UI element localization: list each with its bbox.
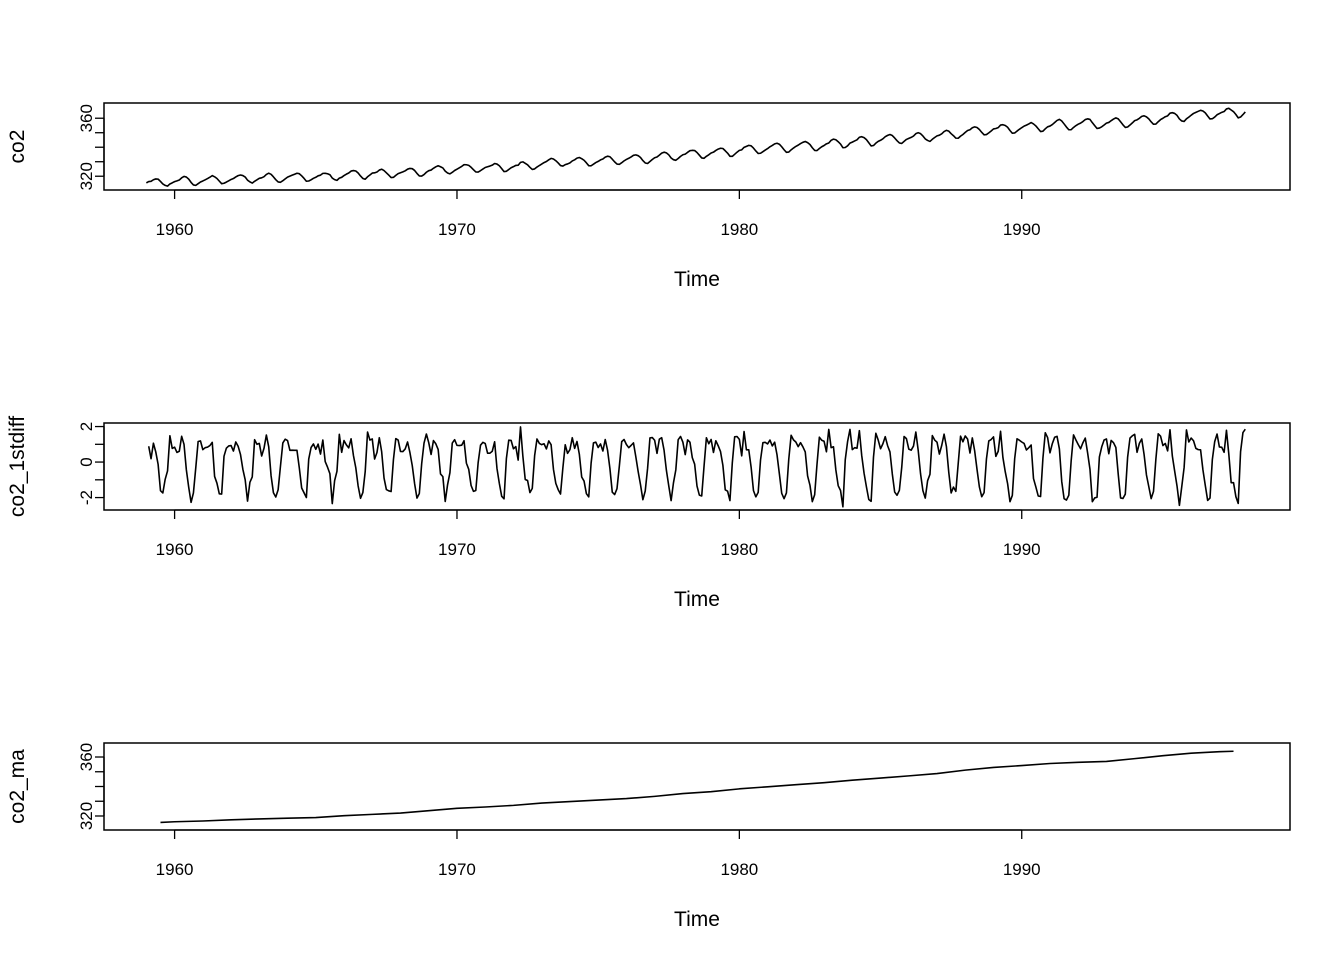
chart-panel-2: 1960 1970 1980 1990 -2 0 2 Time co2_1stdiff xyxy=(6,416,1291,611)
x-tick-label: 1990 xyxy=(1003,220,1041,239)
y-axis-title: co2_ma xyxy=(6,749,29,824)
y-tick-label: -2 xyxy=(77,490,96,505)
x-axis-title: Time xyxy=(674,908,720,931)
series-line-1 xyxy=(160,750,1234,824)
x-tick-label: 1960 xyxy=(156,220,194,239)
x-tick-label: 1980 xyxy=(720,860,758,879)
y-axis-title: co2 xyxy=(6,130,29,164)
plot-frame xyxy=(103,422,1291,511)
x-tick-label: 1990 xyxy=(1003,860,1041,879)
x-axis-title: Time xyxy=(674,588,720,611)
y-tick-label: 2 xyxy=(77,422,96,431)
x-tick-label: 1970 xyxy=(438,220,476,239)
x-tick-label: 1970 xyxy=(438,540,476,559)
y-axis-title: co2_1stdiff xyxy=(6,416,29,517)
y-tick-label: 320 xyxy=(77,162,96,190)
x-axis-title: Time xyxy=(674,268,720,291)
plot-frame xyxy=(103,102,1291,191)
plot-frame xyxy=(103,742,1291,831)
series-line-1 xyxy=(147,426,1246,508)
x-tick-label: 1980 xyxy=(720,220,758,239)
chart-panel-1: 1960 1970 1980 1990 320 360 Time co2 xyxy=(6,102,1291,291)
y-tick-label: 360 xyxy=(77,743,96,771)
chart-panel-3: 1960 1970 1980 1990 320 360 Time co2_ma xyxy=(6,742,1291,931)
y-tick-label: 360 xyxy=(77,104,96,132)
x-tick-label: 1990 xyxy=(1003,540,1041,559)
series-line-1 xyxy=(145,107,1246,187)
x-tick-label: 1980 xyxy=(720,540,758,559)
x-tick-label: 1960 xyxy=(156,860,194,879)
x-tick-label: 1970 xyxy=(438,860,476,879)
x-tick-label: 1960 xyxy=(156,540,194,559)
y-tick-label: 0 xyxy=(77,457,96,466)
y-tick-label: 320 xyxy=(77,802,96,830)
